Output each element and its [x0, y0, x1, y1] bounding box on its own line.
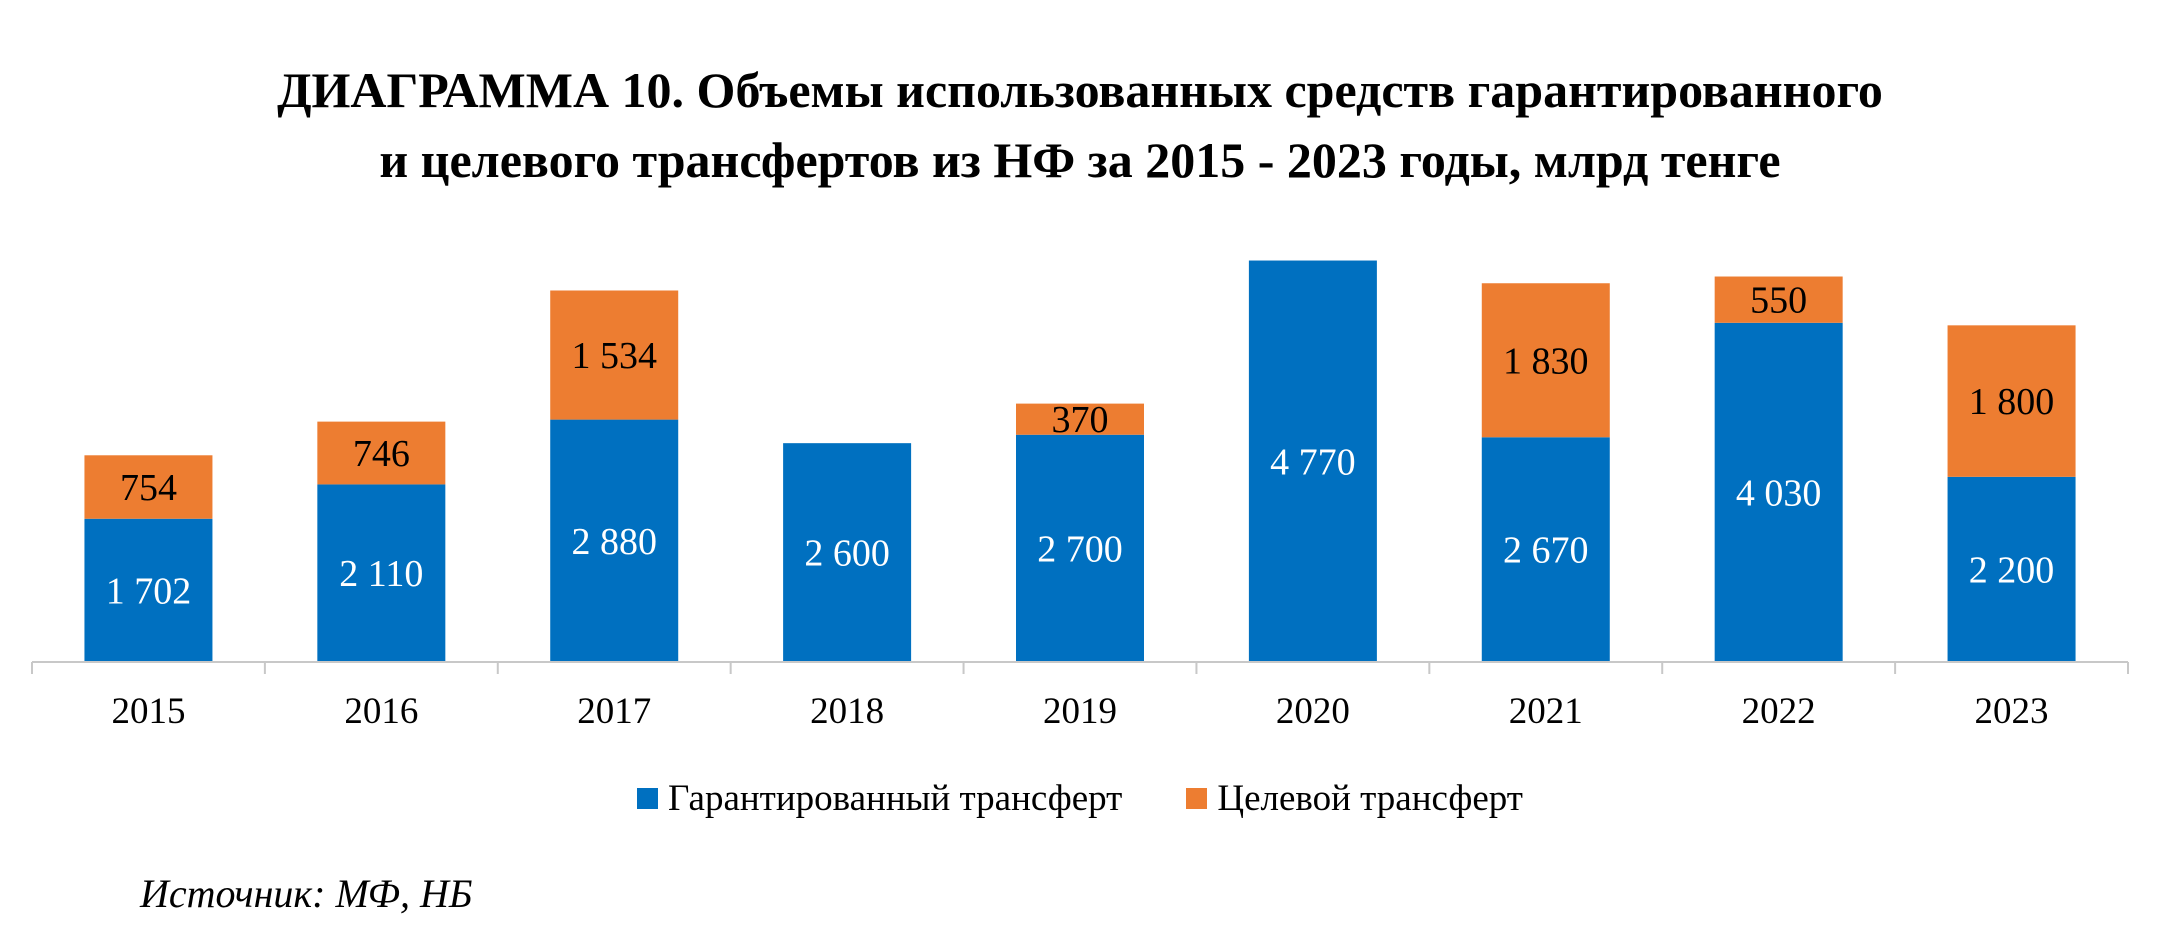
bar-guaranteed-2021	[1481, 437, 1610, 662]
bar-guaranteed-2016	[317, 484, 446, 662]
x-tick-label-2016: 2016	[344, 691, 418, 732]
bar-targeted-2016	[317, 421, 446, 485]
bar-targeted-2019	[1016, 403, 1144, 435]
bar-guaranteed-2019	[1016, 434, 1144, 662]
x-tick-label-2017: 2017	[577, 691, 651, 732]
bar-targeted-2015	[84, 455, 213, 519]
bar-guaranteed-2017	[550, 419, 679, 662]
data-label-targeted-2023: 1 800	[1969, 381, 2055, 423]
data-label-guaranteed-2016: 2 110	[339, 553, 423, 595]
chart-title: ДИАГРАММА 10. Объемы использованных сред…	[0, 55, 2160, 195]
data-label-targeted-2022: 550	[1750, 280, 1807, 322]
bar-guaranteed-2018	[783, 443, 912, 662]
x-tick-label-2023: 2023	[1975, 691, 2049, 732]
x-tick-label-2021: 2021	[1509, 691, 1583, 732]
data-label-guaranteed-2020: 4 770	[1270, 441, 1356, 483]
bar-targeted-2021	[1481, 283, 1610, 438]
x-tick-label-2022: 2022	[1742, 691, 1816, 732]
legend-item-targeted: Целевой трансферт	[1186, 777, 1523, 820]
data-label-guaranteed-2018: 2 600	[804, 533, 890, 575]
data-label-guaranteed-2017: 2 880	[571, 521, 657, 563]
data-label-guaranteed-2021: 2 670	[1503, 530, 1589, 572]
legend-label-guaranteed: Гарантированный трансферт	[668, 778, 1123, 819]
data-label-guaranteed-2019: 2 700	[1037, 528, 1123, 570]
bar-guaranteed-2022	[1714, 322, 1843, 662]
data-label-targeted-2021: 1 830	[1503, 340, 1589, 382]
bar-guaranteed-2023	[1947, 476, 2076, 662]
chart-title-line-2: и целевого трансфертов из НФ за 2015 - 2…	[379, 132, 1781, 188]
data-label-targeted-2016: 746	[353, 433, 410, 475]
legend-swatch-guaranteed	[637, 788, 659, 809]
data-label-targeted-2015: 754	[120, 467, 177, 509]
legend-label-targeted: Целевой трансферт	[1217, 778, 1523, 819]
bar-targeted-2022	[1714, 276, 1843, 323]
bar-guaranteed-2020	[1248, 260, 1377, 662]
x-tick-label-2020: 2020	[1276, 691, 1350, 732]
chart-legend: Гарантированный трансферт Целевой трансф…	[0, 777, 2160, 820]
legend-swatch-targeted	[1186, 788, 1208, 809]
legend-item-guaranteed: Гарантированный трансферт	[637, 777, 1122, 820]
x-tick-label-2019: 2019	[1043, 691, 1117, 732]
data-label-targeted-2017: 1 534	[571, 335, 657, 377]
chart-title-line-1: ДИАГРАММА 10. Объемы использованных сред…	[277, 62, 1883, 118]
source-note: Источник: МФ, НБ	[140, 871, 473, 916]
bar-targeted-2023	[1947, 325, 2076, 477]
bar-targeted-2017	[550, 290, 679, 420]
data-label-guaranteed-2022: 4 030	[1736, 472, 1822, 514]
data-label-targeted-2019: 370	[1052, 399, 1109, 441]
data-label-guaranteed-2015: 1 702	[106, 570, 192, 612]
x-tick-label-2018: 2018	[810, 691, 884, 732]
data-label-guaranteed-2023: 2 200	[1969, 549, 2055, 591]
bar-guaranteed-2015	[84, 518, 213, 662]
x-tick-label-2015: 2015	[111, 691, 185, 732]
